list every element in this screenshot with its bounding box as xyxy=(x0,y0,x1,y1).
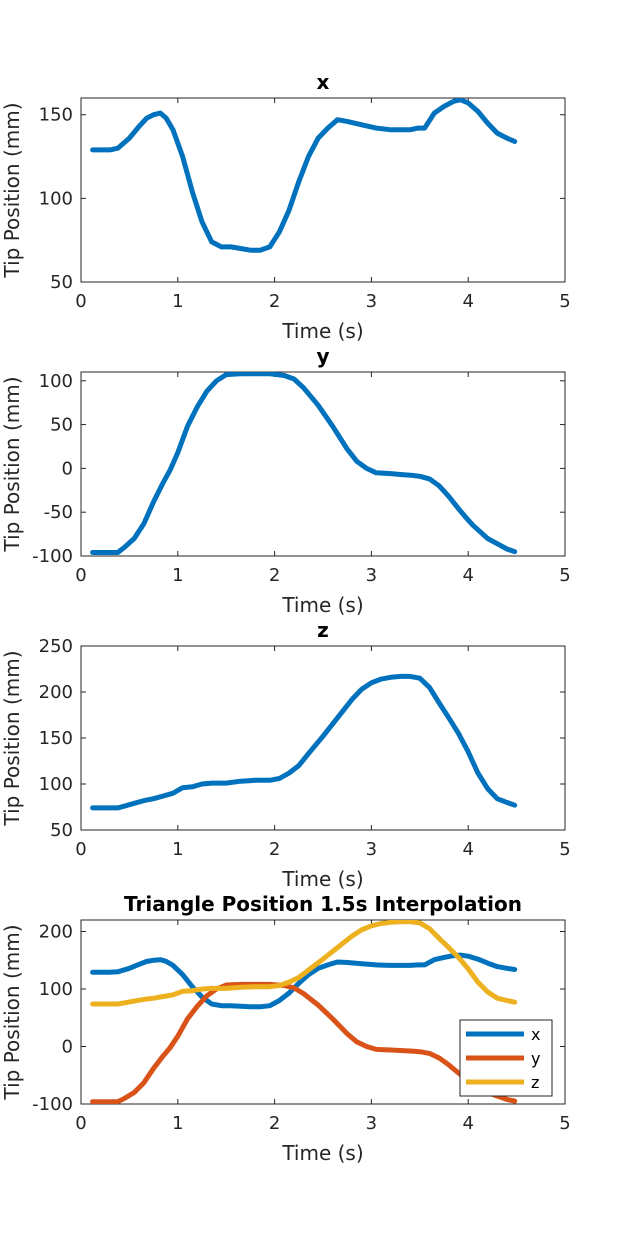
y-tick-label: 50 xyxy=(50,415,73,436)
legend-label-x: x xyxy=(531,1025,540,1044)
chart-panel-0: 0 1 2 3 4 5 50 100 150 x Time (s) Tip Position (mm) xyxy=(0,70,571,343)
chart-title: y xyxy=(316,344,329,368)
axes-box xyxy=(80,97,566,283)
x-tick-label: 5 xyxy=(559,839,570,860)
x-axis-label: Time (s) xyxy=(281,1141,363,1165)
x-tick-label: 3 xyxy=(366,1113,377,1134)
chart-title: z xyxy=(317,618,329,642)
x-tick-label: 4 xyxy=(462,1113,473,1134)
chart-panel-1: 0 1 2 3 4 5 -100 -50 0 50 100 y Time (s) Tip Position… xyxy=(0,344,571,617)
chart-title: x xyxy=(317,70,330,94)
y-tick-label: 100 xyxy=(39,371,73,392)
chart-title: Triangle Position 1.5s Interpolation xyxy=(124,892,522,916)
x-tick-label: 1 xyxy=(172,839,183,860)
y-tick-label: 0 xyxy=(62,458,73,479)
y-tick-label: 200 xyxy=(39,682,73,703)
x-tick-label: 2 xyxy=(269,291,280,312)
x-tick-label: 1 xyxy=(172,1113,183,1134)
series-line-series-0 xyxy=(90,98,518,253)
y-tick-label: 0 xyxy=(62,1037,73,1058)
legend-label-y: y xyxy=(531,1049,540,1068)
x-tick-label: 0 xyxy=(75,839,86,860)
y-tick-label: -100 xyxy=(32,546,73,567)
x-tick-label: 0 xyxy=(75,565,86,586)
x-tick-label: 5 xyxy=(559,565,570,586)
series-line-series-0 xyxy=(90,372,518,555)
legend-label-z: z xyxy=(531,1073,539,1092)
y-tick-label: -100 xyxy=(32,1094,73,1115)
x-tick-label: 1 xyxy=(172,565,183,586)
x-tick-label: 2 xyxy=(269,565,280,586)
x-tick-label: 0 xyxy=(75,291,86,312)
x-tick-label: 5 xyxy=(559,291,570,312)
y-tick-label: 100 xyxy=(39,979,73,1000)
y-tick-label: 50 xyxy=(50,820,73,841)
x-tick-label: 2 xyxy=(269,1113,280,1134)
x-tick-label: 0 xyxy=(75,1113,86,1134)
y-tick-label: 150 xyxy=(39,728,73,749)
y-tick-label: 100 xyxy=(39,774,73,795)
y-tick-label: 150 xyxy=(39,105,73,126)
y-tick-label: 250 xyxy=(39,636,73,657)
series-line-z xyxy=(90,920,518,1007)
axes-box xyxy=(80,371,566,557)
x-tick-label: 4 xyxy=(462,839,473,860)
y-tick-label: -50 xyxy=(44,502,73,523)
x-axis-label: Time (s) xyxy=(281,319,363,343)
x-tick-label: 1 xyxy=(172,291,183,312)
chart-panel-2: 0 1 2 3 4 5 50 100 150 200 250 z Time (s) Tip Positio… xyxy=(0,618,571,891)
legend: xyz xyxy=(459,1019,553,1097)
y-axis-label: Tip Position (mm) xyxy=(0,376,24,552)
y-tick-label: 50 xyxy=(50,272,73,293)
y-axis-label: Tip Position (mm) xyxy=(0,102,24,278)
series-line-series-0 xyxy=(90,673,518,811)
y-tick-label: 100 xyxy=(39,188,73,209)
y-axis-label: Tip Position (mm) xyxy=(0,924,24,1100)
x-axis-label: Time (s) xyxy=(281,593,363,617)
x-tick-label: 5 xyxy=(559,1113,570,1134)
y-axis-label: Tip Position (mm) xyxy=(0,650,24,826)
x-tick-label: 4 xyxy=(462,565,473,586)
y-tick-label: 200 xyxy=(39,922,73,943)
x-tick-label: 3 xyxy=(366,291,377,312)
x-axis-label: Time (s) xyxy=(281,867,363,891)
x-tick-label: 4 xyxy=(462,291,473,312)
x-tick-label: 2 xyxy=(269,839,280,860)
x-tick-label: 3 xyxy=(366,565,377,586)
x-tick-label: 3 xyxy=(366,839,377,860)
